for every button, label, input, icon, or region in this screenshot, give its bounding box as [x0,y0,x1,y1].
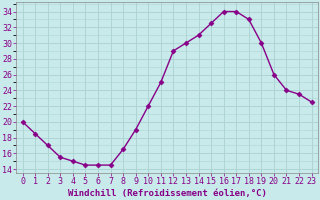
X-axis label: Windchill (Refroidissement éolien,°C): Windchill (Refroidissement éolien,°C) [68,189,267,198]
